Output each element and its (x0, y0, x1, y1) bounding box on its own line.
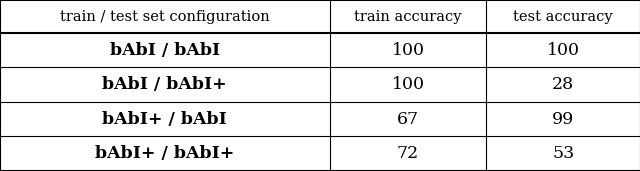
Text: bAbI / bAbI+: bAbI / bAbI+ (102, 76, 227, 93)
Text: bAbI / bAbI: bAbI / bAbI (109, 42, 220, 59)
Text: 100: 100 (547, 42, 580, 59)
Text: test accuracy: test accuracy (513, 10, 613, 23)
Text: train / test set configuration: train / test set configuration (60, 10, 269, 23)
Text: train accuracy: train accuracy (355, 10, 461, 23)
Text: 53: 53 (552, 145, 574, 162)
Text: 100: 100 (392, 42, 424, 59)
Text: bAbI+ / bAbI: bAbI+ / bAbI (102, 111, 227, 128)
Text: 28: 28 (552, 76, 574, 93)
Text: bAbI+ / bAbI+: bAbI+ / bAbI+ (95, 145, 234, 162)
Text: 99: 99 (552, 111, 574, 128)
Text: 100: 100 (392, 76, 424, 93)
Text: 72: 72 (397, 145, 419, 162)
Text: 67: 67 (397, 111, 419, 128)
